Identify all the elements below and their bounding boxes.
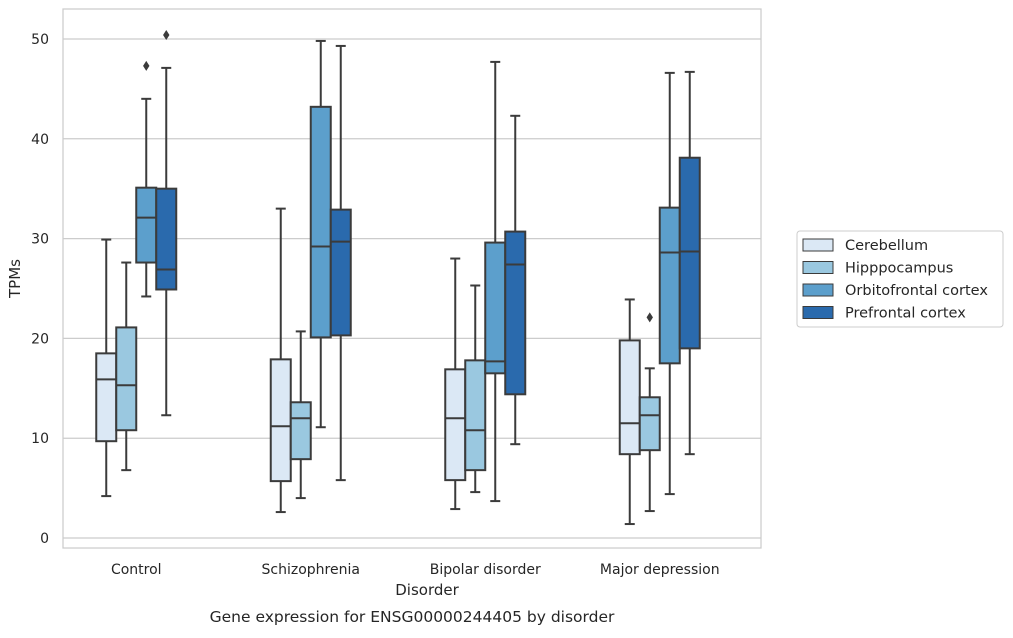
x-tick-labels: Control Schizophrenia Bipolar disorder Majo… — [111, 562, 720, 578]
box-cerebellum-major-depression — [618, 298, 641, 526]
iqr-box — [678, 156, 701, 350]
iqr-box — [618, 339, 641, 456]
legend-label: Orbitofrontal cortex — [845, 283, 988, 299]
box-layer — [95, 29, 701, 526]
legend-item-orbitofrontal-cortex: Orbitofrontal cortex — [802, 283, 988, 299]
legend-swatch — [802, 283, 834, 297]
legend-label: Cerebellum — [845, 238, 928, 254]
y-tick-label: 50 — [31, 32, 49, 48]
x-axis-label: Disorder — [395, 581, 459, 599]
box-prefrontal-cortex-major-depression — [678, 70, 701, 456]
iqr-box — [329, 208, 352, 337]
box-orbitofrontal-cortex-major-depression — [658, 71, 681, 496]
iqr-box — [309, 105, 332, 339]
iqr-box — [638, 396, 661, 452]
iqr-box — [115, 326, 138, 432]
y-axis-label: TPMs — [6, 259, 24, 299]
y-tick-label: 40 — [31, 132, 49, 148]
iqr-box — [464, 359, 487, 472]
outlier-marker — [143, 60, 150, 71]
box-prefrontal-cortex-schizophrenia — [329, 44, 352, 482]
x-tick-label-major-depression: Major depression — [600, 562, 720, 578]
legend: Cerebellum Hipppocampus Orbitofrontal cort… — [796, 230, 1004, 328]
box-hipppocampus-major-depression — [638, 312, 661, 513]
chart-caption: Gene expression for ENSG00000244405 by d… — [210, 608, 615, 626]
iqr-box — [484, 241, 507, 375]
box-hipppocampus-control — [115, 261, 138, 472]
box-orbitofrontal-cortex-control — [135, 60, 158, 298]
box-orbitofrontal-cortex-schizophrenia — [309, 39, 332, 429]
legend-item-prefrontal-cortex: Prefrontal cortex — [802, 306, 966, 322]
grid-layer — [63, 38, 761, 539]
legend-swatch — [802, 238, 834, 252]
y-tick-label: 30 — [31, 232, 49, 248]
legend-frame — [796, 230, 1004, 328]
x-tick-label-schizophrenia: Schizophrenia — [262, 562, 360, 578]
y-tick-label: 20 — [31, 331, 49, 347]
y-tick-label: 10 — [31, 431, 49, 447]
box-prefrontal-cortex-bipolar-disorder — [504, 114, 527, 446]
x-tick-label-bipolar-disorder: Bipolar disorder — [430, 562, 541, 578]
y-tick-labels: 0 10 20 30 40 50 — [31, 32, 49, 547]
iqr-box — [289, 401, 312, 461]
outlier-marker — [646, 312, 653, 323]
legend-label: Prefrontal cortex — [845, 306, 966, 322]
y-tick-label: 0 — [40, 531, 49, 547]
box-hipppocampus-schizophrenia — [289, 330, 312, 500]
box-cerebellum-bipolar-disorder — [444, 257, 467, 511]
plot-frame — [62, 8, 762, 549]
outlier-marker — [163, 29, 170, 40]
box-hipppocampus-bipolar-disorder — [464, 284, 487, 494]
legend-label: Hipppocampus — [845, 261, 953, 277]
legend-item-cerebellum: Cerebellum — [802, 238, 928, 254]
box-orbitofrontal-cortex-bipolar-disorder — [484, 60, 507, 503]
x-tick-label-control: Control — [111, 562, 162, 578]
iqr-box — [95, 352, 118, 443]
iqr-box — [135, 186, 158, 264]
legend-swatch — [802, 306, 834, 319]
legend-swatch — [802, 261, 834, 274]
iqr-box — [444, 368, 467, 482]
iqr-box — [658, 206, 681, 365]
box-prefrontal-cortex-control — [155, 29, 178, 417]
legend-item-hipppocampus: Hipppocampus — [802, 261, 953, 277]
box-cerebellum-schizophrenia — [269, 207, 292, 514]
box-cerebellum-control — [95, 238, 118, 498]
iqr-box — [504, 230, 527, 396]
iqr-box — [269, 358, 292, 483]
iqr-box — [155, 187, 178, 291]
